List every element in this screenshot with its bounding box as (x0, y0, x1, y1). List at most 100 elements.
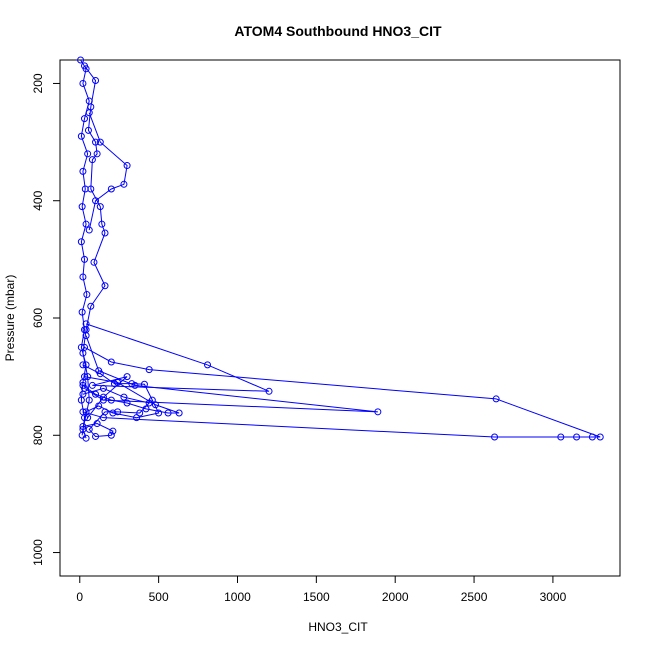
data-point (92, 432, 100, 440)
data-point (92, 197, 100, 205)
x-tick-label: 0 (76, 590, 83, 604)
data-point (109, 427, 117, 435)
data-point (123, 162, 131, 170)
data-point (78, 203, 86, 211)
data-point (120, 180, 128, 188)
data-point (88, 381, 96, 389)
data-point (95, 402, 103, 410)
data-point (77, 56, 85, 64)
data-point (81, 373, 89, 381)
data-point (77, 238, 85, 246)
data-point (85, 109, 93, 117)
data-point (87, 302, 95, 310)
data-point (136, 409, 144, 417)
data-point (96, 370, 104, 378)
data-point (123, 399, 131, 407)
series-layer (77, 56, 604, 442)
data-point (120, 393, 128, 401)
y-tick-label: 600 (31, 308, 45, 328)
data-point (151, 401, 159, 409)
data-point (84, 126, 92, 134)
data-point (85, 396, 93, 404)
data-point (101, 229, 109, 237)
series-line-3 (88, 112, 128, 231)
y-tick-label: 400 (31, 190, 45, 210)
data-point (82, 408, 90, 416)
x-tick-label: 1500 (303, 590, 330, 604)
y-tick-label: 800 (31, 425, 45, 445)
data-point (81, 115, 89, 123)
data-point (79, 361, 87, 369)
x-axis: 0 500 1000 1500 2000 2500 3000 (76, 575, 567, 604)
data-point (79, 79, 87, 87)
data-point (114, 408, 122, 416)
y-axis-label: Pressure (mbar) (3, 275, 17, 362)
data-point (81, 255, 89, 263)
data-point (374, 408, 382, 416)
data-point (557, 433, 565, 441)
plot-frame (59, 59, 621, 577)
data-point (145, 366, 153, 374)
data-point (98, 220, 106, 228)
data-point (110, 380, 118, 388)
x-tick-label: 2500 (461, 590, 488, 604)
data-point (107, 396, 115, 404)
x-tick-label: 500 (149, 590, 169, 604)
data-point (79, 167, 87, 175)
data-point (83, 291, 91, 299)
data-point (96, 203, 104, 211)
data-point (79, 408, 87, 416)
data-point (96, 138, 104, 146)
data-point (82, 434, 90, 442)
data-point (79, 273, 87, 281)
data-point (87, 185, 95, 193)
data-point (81, 343, 89, 351)
data-point (85, 425, 93, 433)
data-point (101, 282, 109, 290)
y-tick-label: 200 (31, 73, 45, 93)
data-point (588, 433, 596, 441)
data-point (82, 220, 90, 228)
data-point (84, 150, 92, 158)
data-point (491, 433, 499, 441)
data-point (114, 379, 122, 386)
x-axis-label: HNO3_CIT (308, 620, 368, 634)
data-point (88, 156, 96, 164)
data-point (109, 409, 117, 417)
data-point (140, 380, 148, 388)
data-point (85, 226, 93, 234)
data-point (596, 433, 604, 441)
data-point (107, 358, 115, 366)
data-point (93, 150, 101, 158)
series-line-5 (82, 346, 601, 438)
data-point (81, 62, 89, 70)
data-point (107, 431, 115, 439)
data-point (82, 320, 90, 328)
data-point (93, 420, 101, 428)
data-point (92, 390, 100, 398)
data-point (128, 380, 136, 388)
data-point (77, 132, 85, 140)
data-point (148, 396, 156, 404)
data-point (99, 384, 107, 392)
data-point (78, 308, 86, 316)
series-line-8 (82, 387, 151, 437)
data-point (155, 409, 163, 417)
series-line-9 (82, 364, 160, 419)
y-axis: 200 400 600 800 1000 (31, 73, 61, 566)
data-point (164, 409, 172, 417)
data-point (79, 381, 87, 389)
x-tick-label: 1000 (224, 590, 251, 604)
data-point (133, 414, 141, 422)
chart-title: ATOM4 Southbound HNO3_CIT (234, 23, 442, 39)
data-point (123, 373, 131, 381)
series-line-7 (82, 376, 180, 414)
data-point (79, 390, 87, 398)
x-tick-label: 3000 (540, 590, 567, 604)
data-point (82, 332, 90, 340)
y-tick-label: 1000 (31, 539, 45, 566)
data-point (92, 77, 100, 85)
series-line-6 (84, 335, 378, 413)
data-point (175, 409, 183, 417)
